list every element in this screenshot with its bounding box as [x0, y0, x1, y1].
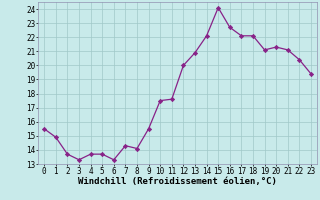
X-axis label: Windchill (Refroidissement éolien,°C): Windchill (Refroidissement éolien,°C): [78, 177, 277, 186]
